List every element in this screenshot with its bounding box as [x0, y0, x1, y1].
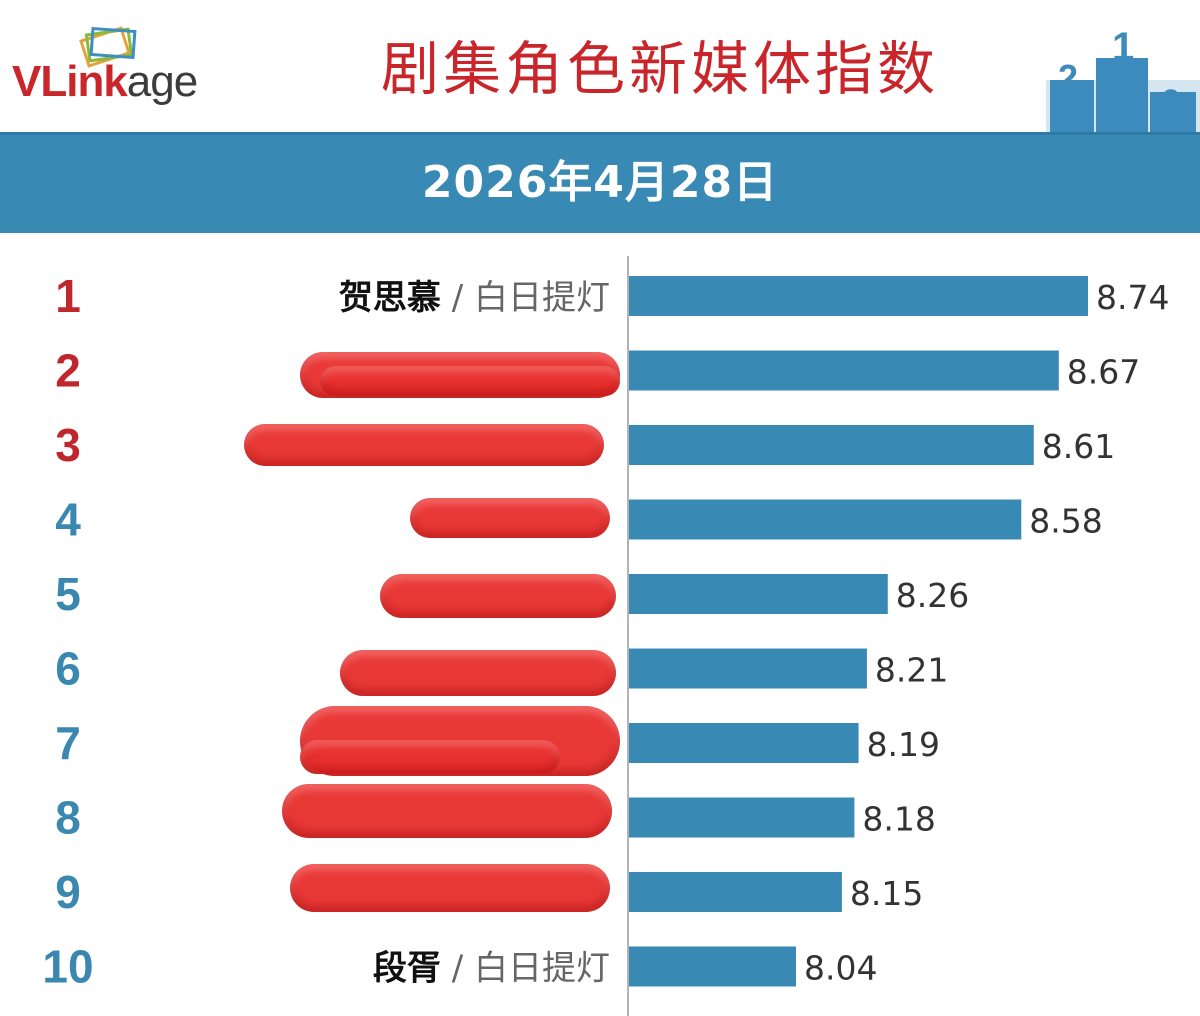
page-title: 剧集角色新媒体指数 [380, 35, 939, 103]
rank-number: 4 [55, 494, 81, 546]
bar [629, 872, 842, 912]
redaction-scribble [300, 740, 560, 774]
podium-number-1: 1 [1112, 25, 1134, 69]
rank-number: 3 [55, 419, 81, 471]
rank-number: 10 [42, 941, 93, 993]
redaction-scribble [320, 366, 620, 396]
ranking-bar-chart: 1 8.74 贺思慕 / 白日提灯 2 8.67 3 8.61 4 8.58 5 8.26 6 8.21… [42, 256, 1169, 1016]
bar [629, 946, 796, 987]
row-label: 段胥 / 白日提灯 [373, 949, 610, 989]
redaction-scribble [380, 574, 616, 618]
rank-number: 6 [55, 643, 81, 695]
podium-number-3: 3 [1162, 83, 1180, 119]
redaction-scribble [244, 424, 604, 466]
date-label: 2026年4月28日 [421, 157, 779, 208]
value-label: 8.15 [850, 874, 923, 913]
row-label: 贺思慕 / 白日提灯 [339, 278, 610, 318]
bar [629, 797, 855, 838]
rank-number: 5 [55, 568, 81, 620]
value-label: 8.74 [1096, 278, 1169, 317]
value-label: 8.67 [1067, 353, 1140, 392]
character-name: 贺思慕 [339, 278, 441, 318]
rank-number: 1 [55, 270, 81, 322]
value-label: 8.18 [862, 800, 935, 839]
podium-icon: 2 1 3 [1046, 25, 1200, 132]
bar [629, 574, 888, 614]
bar [629, 499, 1022, 540]
rank-number: 8 [55, 792, 81, 844]
redaction-scribble [340, 650, 616, 696]
bar [629, 276, 1088, 316]
rank-number: 7 [55, 717, 81, 769]
drama-name: / 白日提灯 [441, 278, 610, 318]
date-banner: 2026年4月28日 [0, 132, 1200, 233]
value-label: 8.61 [1042, 427, 1115, 466]
character-name: 段胥 [373, 949, 441, 989]
logo-wordmark: VLinkage [12, 57, 198, 106]
value-label: 8.21 [875, 651, 948, 690]
bar [629, 425, 1034, 465]
vlinkage-logo: VLinkage [10, 18, 270, 118]
redaction-scribble [290, 864, 610, 912]
logo-cards-icon [79, 26, 137, 68]
bar [629, 350, 1059, 391]
bar [629, 648, 867, 689]
bar [629, 723, 859, 763]
drama-name: / 白日提灯 [441, 949, 610, 989]
rank-number: 9 [55, 866, 81, 918]
redaction-scribble [410, 498, 610, 538]
redaction-scribble [282, 784, 612, 838]
value-label: 8.19 [867, 725, 940, 764]
value-label: 8.58 [1029, 502, 1102, 541]
rank-number: 2 [55, 345, 81, 397]
podium-number-2: 2 [1058, 57, 1078, 98]
value-label: 8.26 [896, 576, 969, 615]
value-label: 8.04 [804, 949, 877, 988]
